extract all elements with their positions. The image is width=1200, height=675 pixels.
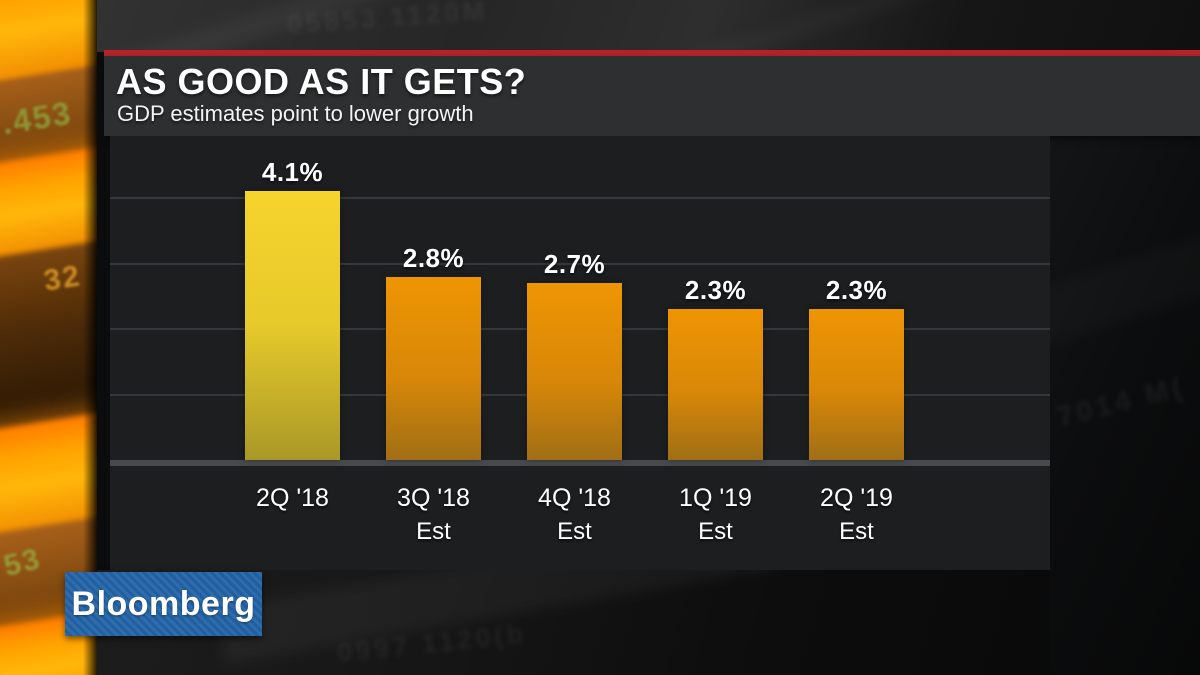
category-est-tag: Est — [416, 518, 451, 545]
category-quarter: 4Q '18 — [538, 484, 611, 512]
ticker-fragment: 32 — [41, 259, 84, 298]
x-axis-category-label: 2Q '18 — [222, 484, 363, 513]
category-est-tag: Est — [698, 518, 733, 545]
ticker-board-top: 05853 1120M — [97, 0, 1200, 52]
bar-value-label: 2.8% — [402, 243, 465, 273]
bar-value-label: 2.3% — [684, 275, 747, 305]
headline-accent-bar — [104, 50, 1200, 56]
category-quarter: 2Q '18 — [256, 484, 329, 512]
bar — [668, 309, 763, 460]
category-est-tag: Est — [557, 518, 592, 545]
x-axis-category-label: 4Q '18 Est — [504, 484, 645, 546]
category-quarter: 2Q '19 — [820, 484, 893, 512]
ticker-board-right: 7014 M( — [1050, 136, 1200, 675]
chart-subtitle: GDP estimates point to lower growth — [117, 101, 474, 126]
category-quarter: 3Q '18 — [397, 484, 470, 512]
ticker-board-left: .453 32 53 — [0, 0, 97, 675]
bar-value-label: 2.7% — [543, 249, 606, 279]
x-axis-baseline — [110, 460, 1050, 466]
ticker-fragment: 05853 1120M — [286, 0, 490, 39]
category-est-tag: Est — [839, 518, 874, 545]
ticker-fragment: 7014 M( — [1054, 370, 1189, 433]
bar-value-label: 2.3% — [825, 275, 888, 305]
bloomberg-logo-text: Bloomberg — [71, 584, 256, 623]
bloomberg-logo: Bloomberg — [65, 572, 262, 636]
bar — [527, 283, 622, 460]
x-axis-category-label: 3Q '18 Est — [363, 484, 504, 546]
gridline — [110, 197, 1050, 199]
bar-chart: 4.1% 2Q '18 2.8% 3Q '18 Est 2.7% 4Q '18 Est 2.3%… — [110, 136, 1050, 570]
bar-value-label: 4.1% — [261, 157, 324, 187]
x-axis-category-label: 1Q '19 Est — [645, 484, 786, 546]
chart-title: AS GOOD AS IT GETS? — [116, 61, 527, 102]
bar-highlight — [245, 191, 340, 460]
bar — [809, 309, 904, 460]
bar — [386, 277, 481, 460]
headline-block: AS GOOD AS IT GETS? GDP estimates point … — [104, 56, 1200, 136]
x-axis-category-label: 2Q '19 Est — [786, 484, 927, 546]
category-quarter: 1Q '19 — [679, 484, 752, 512]
gridline — [110, 262, 1050, 265]
